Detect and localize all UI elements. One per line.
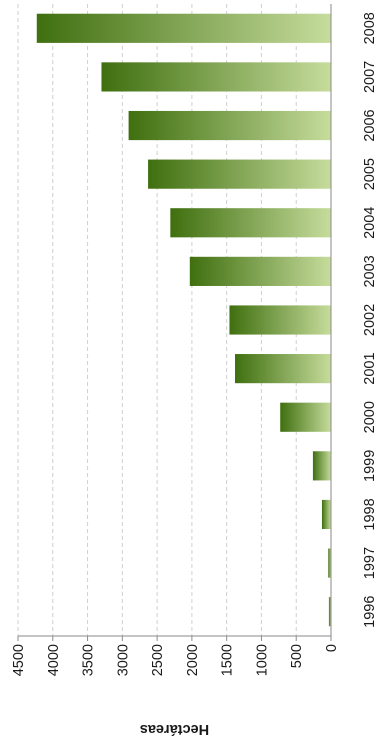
value-tick-label: 4000 [46,644,62,676]
bar-2001 [235,354,331,384]
value-tick-label: 4500 [11,644,27,676]
bar-1999 [312,451,331,481]
category-label: 1999 [362,450,377,482]
bar-2005 [148,159,331,189]
category-label: 1998 [362,498,377,530]
category-axis: 2008 2007 2006 2005 2004 2003 2002 2001 2000 1999… [330,4,377,636]
bar-2007 [101,62,331,92]
category-label: 2002 [362,304,377,336]
value-tick-label: 2000 [185,644,201,676]
category-label: 2000 [362,401,377,433]
category-label: 2006 [362,109,377,141]
value-tick-label: 1500 [220,644,236,676]
bar-1996 [328,597,331,627]
bar-2003 [189,256,331,286]
category-label: 2007 [362,61,377,93]
bar-1998 [321,499,331,530]
bars [36,13,331,627]
bar-1997 [328,548,331,578]
bar-2002 [229,305,331,335]
bar-2008 [36,13,331,43]
category-label: 2004 [362,207,377,239]
gridlines [17,4,297,636]
value-tick-label: 0 [324,644,340,652]
bar-2006 [128,110,331,141]
bar-2004 [170,208,331,238]
value-tick-label: 2500 [150,644,166,676]
category-label: 1997 [362,547,377,579]
category-label: 2008 [362,12,377,44]
value-tick-label: 1000 [254,644,270,676]
bar-2000 [280,402,331,432]
value-axis-title: Hectáreas [140,721,209,737]
value-tick-label: 500 [289,644,305,668]
category-label: 2005 [362,158,377,190]
category-label: 2001 [362,352,377,384]
value-tick-label: 3500 [81,644,97,676]
category-label: 2003 [362,255,377,287]
value-axis: 0 500 1000 1500 2000 2500 3000 3500 4000 4500 [11,635,340,676]
value-tick-label: 3000 [115,644,131,676]
category-label: 1996 [362,596,377,628]
